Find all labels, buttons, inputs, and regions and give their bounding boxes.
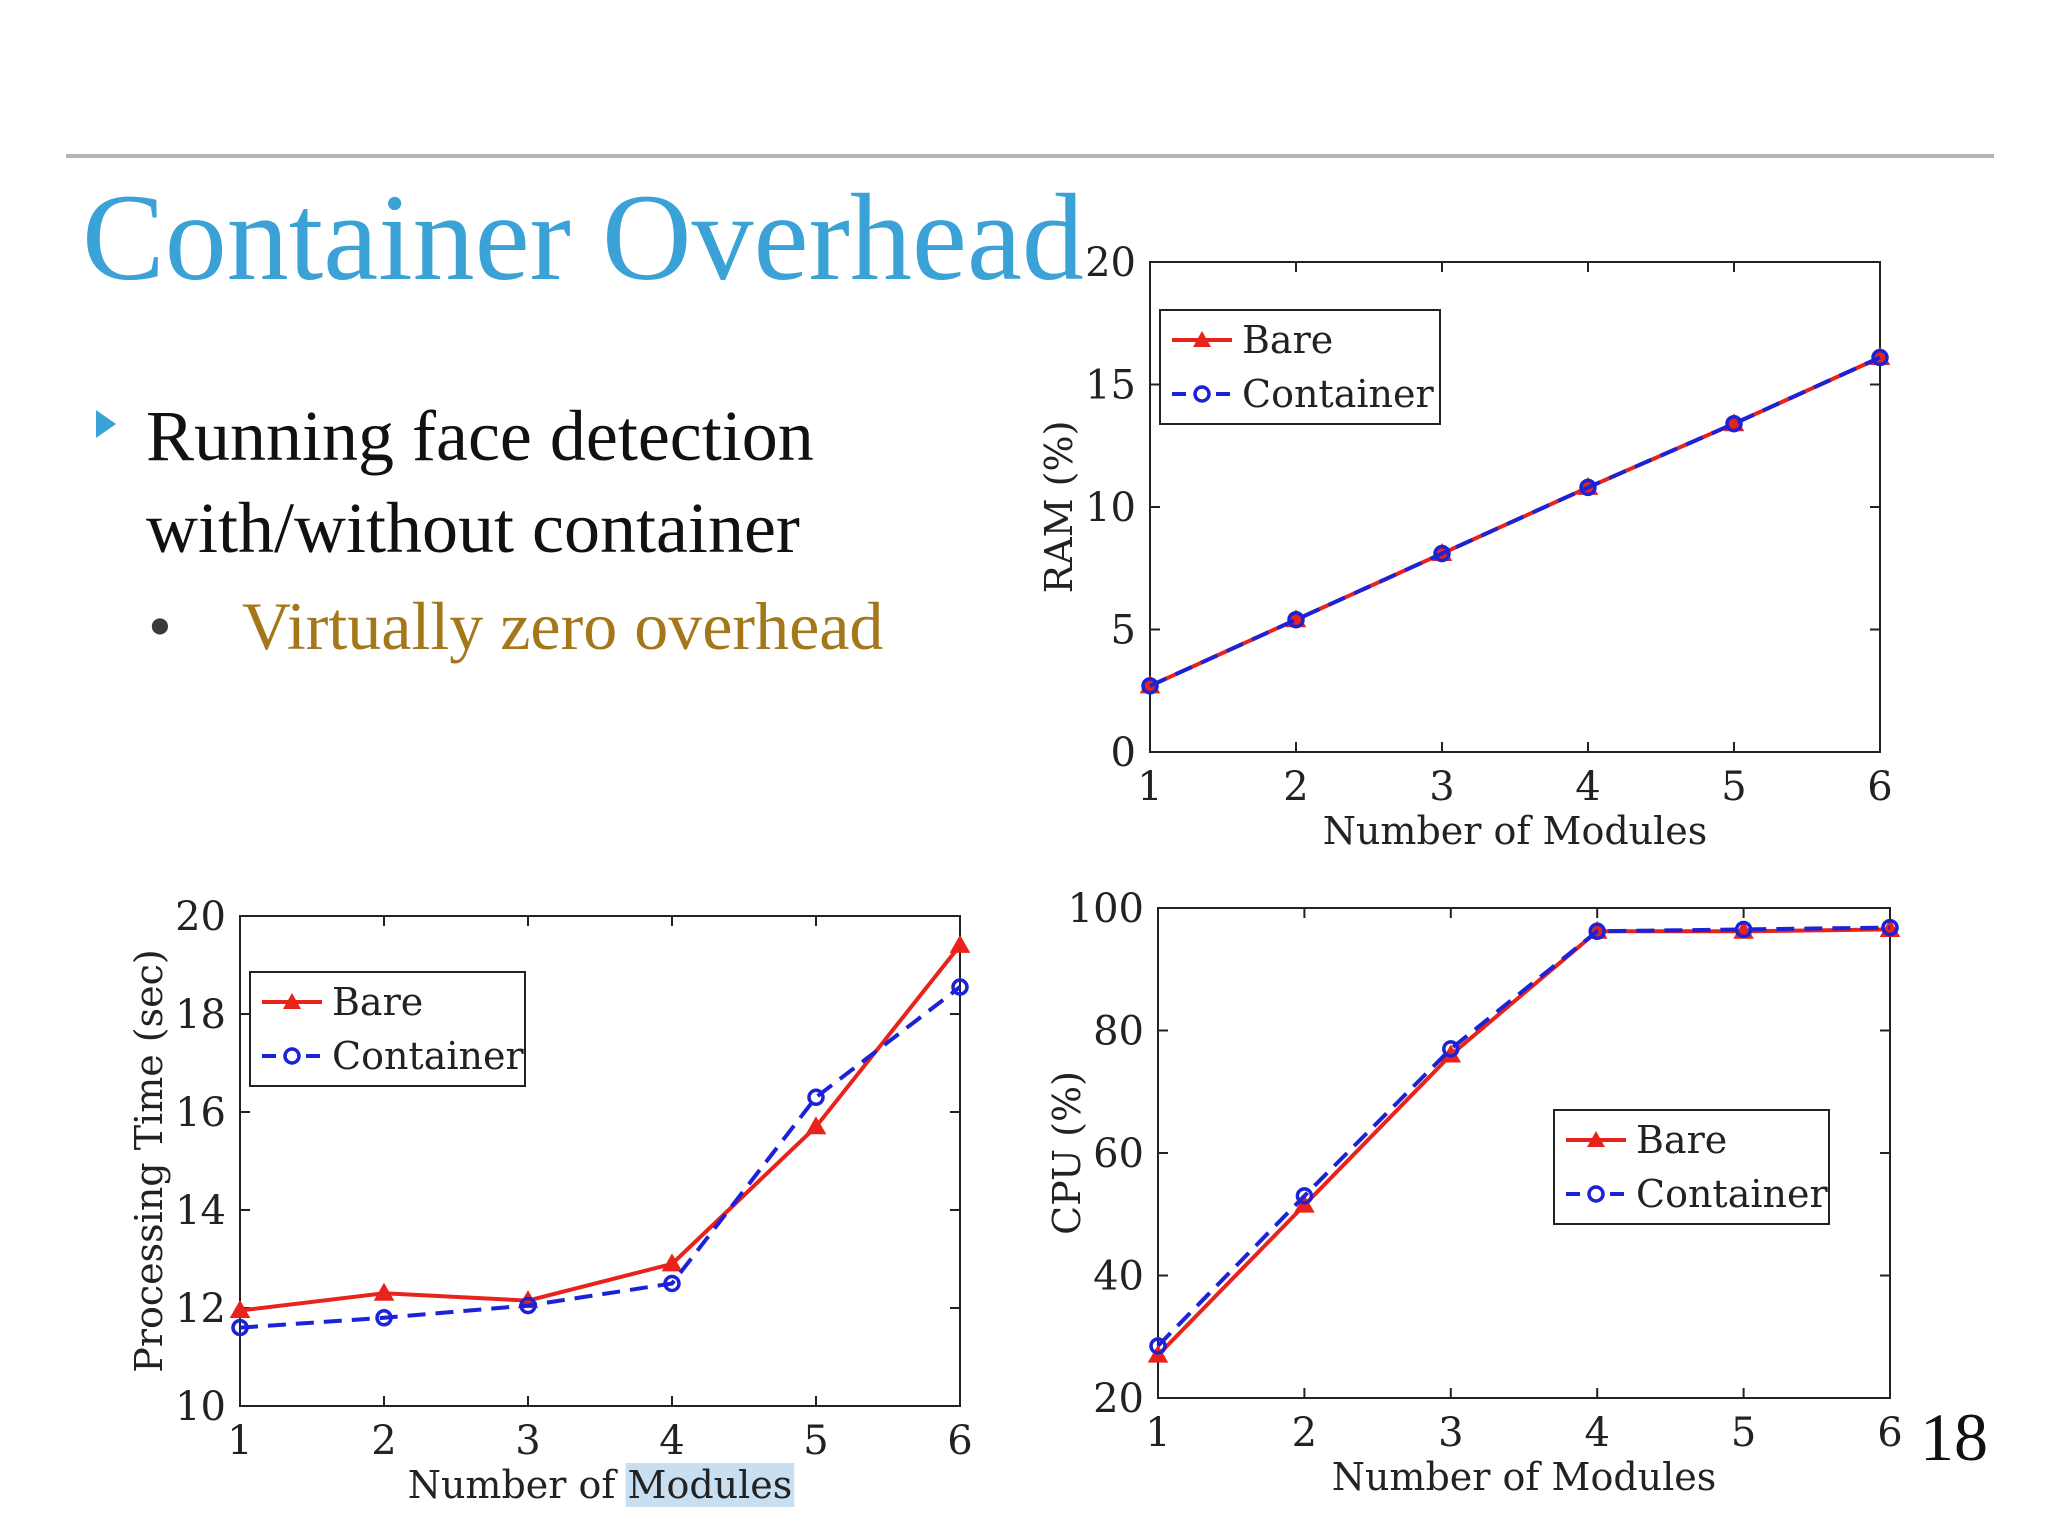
x-tick-label: 6 bbox=[947, 1418, 972, 1464]
y-tick-label: 100 bbox=[1068, 886, 1144, 932]
data-point-container bbox=[1725, 414, 1743, 433]
legend-marker-bare bbox=[1587, 1131, 1605, 1147]
text-selection-highlight bbox=[625, 1463, 795, 1507]
x-tick-label: 3 bbox=[515, 1418, 540, 1464]
y-tick-label: 14 bbox=[175, 1188, 226, 1234]
x-tick-label: 3 bbox=[1429, 764, 1454, 810]
bullet-sub-marker: • bbox=[148, 588, 172, 664]
x-tick-label: 4 bbox=[1575, 764, 1600, 810]
legend-marker-container bbox=[283, 1047, 301, 1065]
bullet-main-text: Running face detection with/without cont… bbox=[146, 396, 814, 568]
legend-label-bare: Bare bbox=[1636, 1118, 1727, 1162]
data-point-container bbox=[1433, 544, 1451, 563]
x-tick-label: 4 bbox=[1584, 1410, 1609, 1456]
x-tick-label: 6 bbox=[1867, 764, 1892, 810]
x-tick-label: 2 bbox=[371, 1418, 396, 1464]
bullet-main: Running face detection with/without cont… bbox=[96, 390, 916, 574]
legend-marker-bare bbox=[1193, 331, 1211, 347]
cpu-chart: 1 2 3 4 5 6 20 40 60 80 100 Number of Modules CPU (%… bbox=[1045, 886, 1903, 1499]
triangle-bullet-icon bbox=[96, 410, 116, 438]
y-tick-label: 10 bbox=[175, 1384, 226, 1430]
data-point-container bbox=[663, 1274, 681, 1293]
data-point-bare bbox=[661, 1253, 683, 1272]
y-tick-label: 20 bbox=[1085, 240, 1136, 286]
legend-label-bare: Bare bbox=[332, 980, 423, 1024]
x-tick-label: 6 bbox=[1877, 1410, 1902, 1456]
y-tick-label: 0 bbox=[1111, 730, 1136, 776]
legend-box bbox=[1553, 1109, 1830, 1225]
y-tick-label: 16 bbox=[175, 1090, 226, 1136]
data-point-bare bbox=[373, 1282, 395, 1301]
legend-label-container: Container bbox=[1636, 1172, 1828, 1216]
bullet-sub: • Virtually zero overhead bbox=[148, 586, 883, 666]
legend-label-bare: Bare bbox=[1242, 318, 1333, 362]
page-number: 18 bbox=[1920, 1399, 1988, 1475]
data-point-container bbox=[807, 1088, 825, 1107]
y-tick-label: 12 bbox=[175, 1286, 226, 1332]
data-point-container bbox=[375, 1309, 393, 1327]
x-axis-label: Number of Modules bbox=[1332, 1455, 1717, 1499]
legend-marker-bare bbox=[283, 993, 301, 1009]
data-point-container bbox=[1287, 610, 1305, 629]
legend-box bbox=[1159, 309, 1441, 425]
data-point-container bbox=[1871, 348, 1889, 367]
legend-marker-container bbox=[1587, 1185, 1605, 1203]
y-tick-label: 18 bbox=[175, 992, 226, 1038]
data-point-container bbox=[1734, 920, 1753, 939]
y-axis-label: CPU (%) bbox=[1045, 1071, 1089, 1235]
y-tick-label: 20 bbox=[175, 894, 226, 940]
x-tick-label: 5 bbox=[803, 1418, 828, 1464]
series-line-container bbox=[1156, 925, 1891, 1348]
y-tick-label: 5 bbox=[1111, 608, 1136, 654]
x-tick-label: 4 bbox=[659, 1418, 684, 1464]
series-line-bare bbox=[239, 944, 962, 1313]
legend-box bbox=[249, 971, 526, 1087]
bullet-sub-text: Virtually zero overhead bbox=[241, 588, 884, 664]
series-line-container bbox=[1149, 355, 1881, 688]
data-point-container bbox=[231, 1318, 249, 1337]
slide-title: Container Overhead bbox=[82, 169, 1084, 306]
data-point-container bbox=[951, 978, 969, 996]
x-tick-label: 1 bbox=[1137, 764, 1162, 810]
x-axis-label: Number of Modules bbox=[1323, 809, 1708, 853]
y-tick-label: 60 bbox=[1093, 1131, 1144, 1177]
data-point-container bbox=[1141, 677, 1159, 695]
y-tick-label: 80 bbox=[1093, 1009, 1144, 1055]
y-tick-label: 40 bbox=[1093, 1254, 1144, 1300]
data-point-bare bbox=[229, 1299, 251, 1318]
x-tick-label: 5 bbox=[1721, 764, 1746, 810]
data-point-bare bbox=[805, 1116, 827, 1135]
series-line-container bbox=[239, 985, 962, 1330]
x-tick-label: 1 bbox=[1145, 1410, 1170, 1456]
x-axis-label: Number of Modules bbox=[408, 1463, 793, 1507]
plot-frame bbox=[239, 915, 961, 1407]
data-point-container bbox=[1295, 1187, 1314, 1205]
x-tick-label: 2 bbox=[1283, 764, 1308, 810]
data-point-container bbox=[1149, 1337, 1167, 1355]
x-tick-label: 3 bbox=[1438, 1410, 1463, 1456]
ram-chart: 1 2 3 4 5 6 0 5 10 15 20 Number of Modules RAM (%) Ba… bbox=[1037, 240, 1893, 853]
legend-marker-container bbox=[1193, 385, 1211, 403]
legend-label-container: Container bbox=[1242, 372, 1434, 416]
data-point-container bbox=[1881, 918, 1899, 937]
y-axis-label: Processing Time (sec) bbox=[127, 949, 171, 1372]
series-line-bare bbox=[1156, 927, 1891, 1357]
y-tick-label: 20 bbox=[1093, 1376, 1144, 1422]
legend-label-container: Container bbox=[332, 1034, 524, 1078]
x-axis-label-highlighted-word: Modules bbox=[628, 1463, 793, 1507]
data-point-container bbox=[1442, 1040, 1460, 1058]
data-point-container bbox=[1588, 922, 1606, 941]
y-tick-label: 10 bbox=[1085, 485, 1136, 531]
data-point-container bbox=[519, 1296, 537, 1315]
x-tick-label: 1 bbox=[227, 1418, 252, 1464]
y-tick-label: 15 bbox=[1085, 363, 1136, 409]
y-axis-label: RAM (%) bbox=[1037, 421, 1081, 594]
data-point-container bbox=[1579, 478, 1597, 497]
data-point-bare bbox=[949, 934, 971, 953]
header-rule bbox=[66, 154, 1994, 158]
x-tick-label: 2 bbox=[1292, 1410, 1317, 1456]
x-tick-label: 5 bbox=[1731, 1410, 1756, 1456]
